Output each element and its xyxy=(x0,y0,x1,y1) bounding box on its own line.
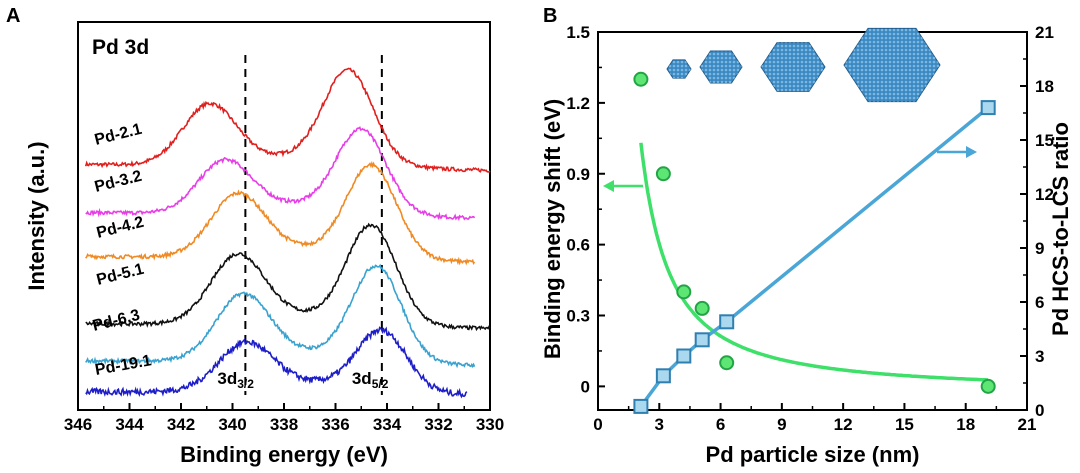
binding-shift-point xyxy=(676,284,692,300)
panel-b-ytick-right-label: 15 xyxy=(1035,131,1054,150)
spectrum-pd-2.1: Pd-2.1 xyxy=(84,67,491,173)
spectrum-line xyxy=(85,160,476,266)
hcs-lcs-ratio-point xyxy=(719,314,735,330)
spectrum-line xyxy=(84,67,491,173)
panel-b-xtick-label: 6 xyxy=(716,415,725,434)
panel-b-xtick-label: 18 xyxy=(956,415,975,434)
hcs-lcs-ratio-point xyxy=(633,398,649,414)
hcs-lcs-ratio-point xyxy=(980,100,996,116)
spectrum-pd-5.1: Pd-5.1 xyxy=(85,222,491,332)
panel-b-ytick-right-label: 9 xyxy=(1035,239,1044,258)
panel-a-xtick-label: 336 xyxy=(321,415,349,434)
peak-marker-label: 3d5/2 xyxy=(352,369,389,391)
panel-a-xtick-label: 346 xyxy=(64,415,92,434)
hcs-lcs-ratio-point xyxy=(655,368,671,384)
panel-b-ytick-left-label: 0.3 xyxy=(566,307,590,326)
peak-marker-label: 3d3/2 xyxy=(217,369,254,391)
binding-shift-point xyxy=(655,166,671,182)
blue-arrow-head xyxy=(966,146,977,158)
spectrum-label: Pd-5.1 xyxy=(95,261,146,289)
spectrum-label: Pd-4.2 xyxy=(95,214,146,242)
panel-b-ytick-left-label: 1.2 xyxy=(566,94,590,113)
panel-b-ylabel-right: Pd HCS-to-LCS ratio xyxy=(1048,122,1073,336)
binding-shift-fit-curve xyxy=(639,142,989,382)
panel-a-ylabel: Intensity (a.u.) xyxy=(24,141,49,290)
nanoparticle-texture xyxy=(844,28,940,102)
panel-b-xtick-label: 12 xyxy=(834,415,853,434)
spectrum-label: Pd-3.2 xyxy=(93,168,144,196)
panel-a-xtick-label: 338 xyxy=(270,415,298,434)
spectrum-label: Pd-6.3 xyxy=(91,307,142,335)
spectrum-line xyxy=(85,326,468,399)
spectrum-pd-19.1: Pd-19.1 xyxy=(85,326,468,399)
panel-b-ytick-right-label: 0 xyxy=(1035,401,1044,420)
binding-shift-point xyxy=(719,355,735,371)
panel-b-ylabel-left: Binding energy shift (eV) xyxy=(540,99,565,359)
panel-b-ytick-right-label: 18 xyxy=(1035,77,1054,96)
binding-shift-point xyxy=(980,378,996,394)
panel-b-xtick-label: 9 xyxy=(777,415,786,434)
spectrum-line xyxy=(85,222,491,332)
panel-b-ytick-right-label: 3 xyxy=(1035,347,1044,366)
hcs-lcs-ratio-line xyxy=(639,106,990,408)
panel-a-title: Pd 3d xyxy=(92,36,149,59)
hcs-lcs-ratio-point xyxy=(676,348,692,364)
panel-b-xtick-label: 15 xyxy=(895,415,914,434)
panel-b-frame xyxy=(597,31,1028,411)
panel-a-xlabel: Binding energy (eV) xyxy=(180,442,388,467)
panel-b-ytick-left-label: 0 xyxy=(581,377,590,396)
spectrum-line xyxy=(85,263,476,369)
panel-letter-b: B xyxy=(543,5,557,27)
panel-letter-a: A xyxy=(6,5,20,27)
binding-shift-point xyxy=(633,71,649,87)
panel-a-xtick-label: 332 xyxy=(424,415,452,434)
green-arrow-head xyxy=(603,180,614,192)
panel-b-ytick-left-label: 0.6 xyxy=(566,236,590,255)
panel-b-ytick-right-label: 6 xyxy=(1035,293,1044,312)
panel-b-ytick-right-label: 21 xyxy=(1035,23,1054,42)
spectrum-pd-3.2: Pd-3.2 xyxy=(85,126,476,222)
nanoparticle-texture xyxy=(700,51,742,83)
panel-b-xtick-label: 21 xyxy=(1018,415,1037,434)
spectrum-line xyxy=(85,126,476,222)
panel-a-xtick-label: 342 xyxy=(167,415,195,434)
spectrum-pd-6.3: Pd-6.3 xyxy=(85,263,476,369)
panel-b-xtick-label: 3 xyxy=(655,415,664,434)
panel-a-xtick-label: 340 xyxy=(218,415,246,434)
panel-b-xlabel: Pd particle size (nm) xyxy=(706,442,920,467)
hcs-lcs-ratio-point xyxy=(694,332,710,348)
panel-b-ytick-left-label: 1.5 xyxy=(566,23,590,42)
panel-a-xtick-label: 334 xyxy=(373,415,402,434)
spectrum-label: Pd-2.1 xyxy=(93,121,144,149)
panel-a-xtick-label: 330 xyxy=(476,415,504,434)
panel-b-xtick-label: 0 xyxy=(593,415,602,434)
panel-a-xtick-label: 344 xyxy=(115,415,144,434)
panel-b-ytick-left-label: 0.9 xyxy=(566,165,590,184)
spectrum-label: Pd-19.1 xyxy=(94,352,153,379)
nanoparticle-texture xyxy=(761,42,825,92)
panel-b-ytick-right-label: 12 xyxy=(1035,185,1054,204)
nanoparticle-texture xyxy=(667,59,691,79)
binding-shift-point xyxy=(694,300,710,316)
